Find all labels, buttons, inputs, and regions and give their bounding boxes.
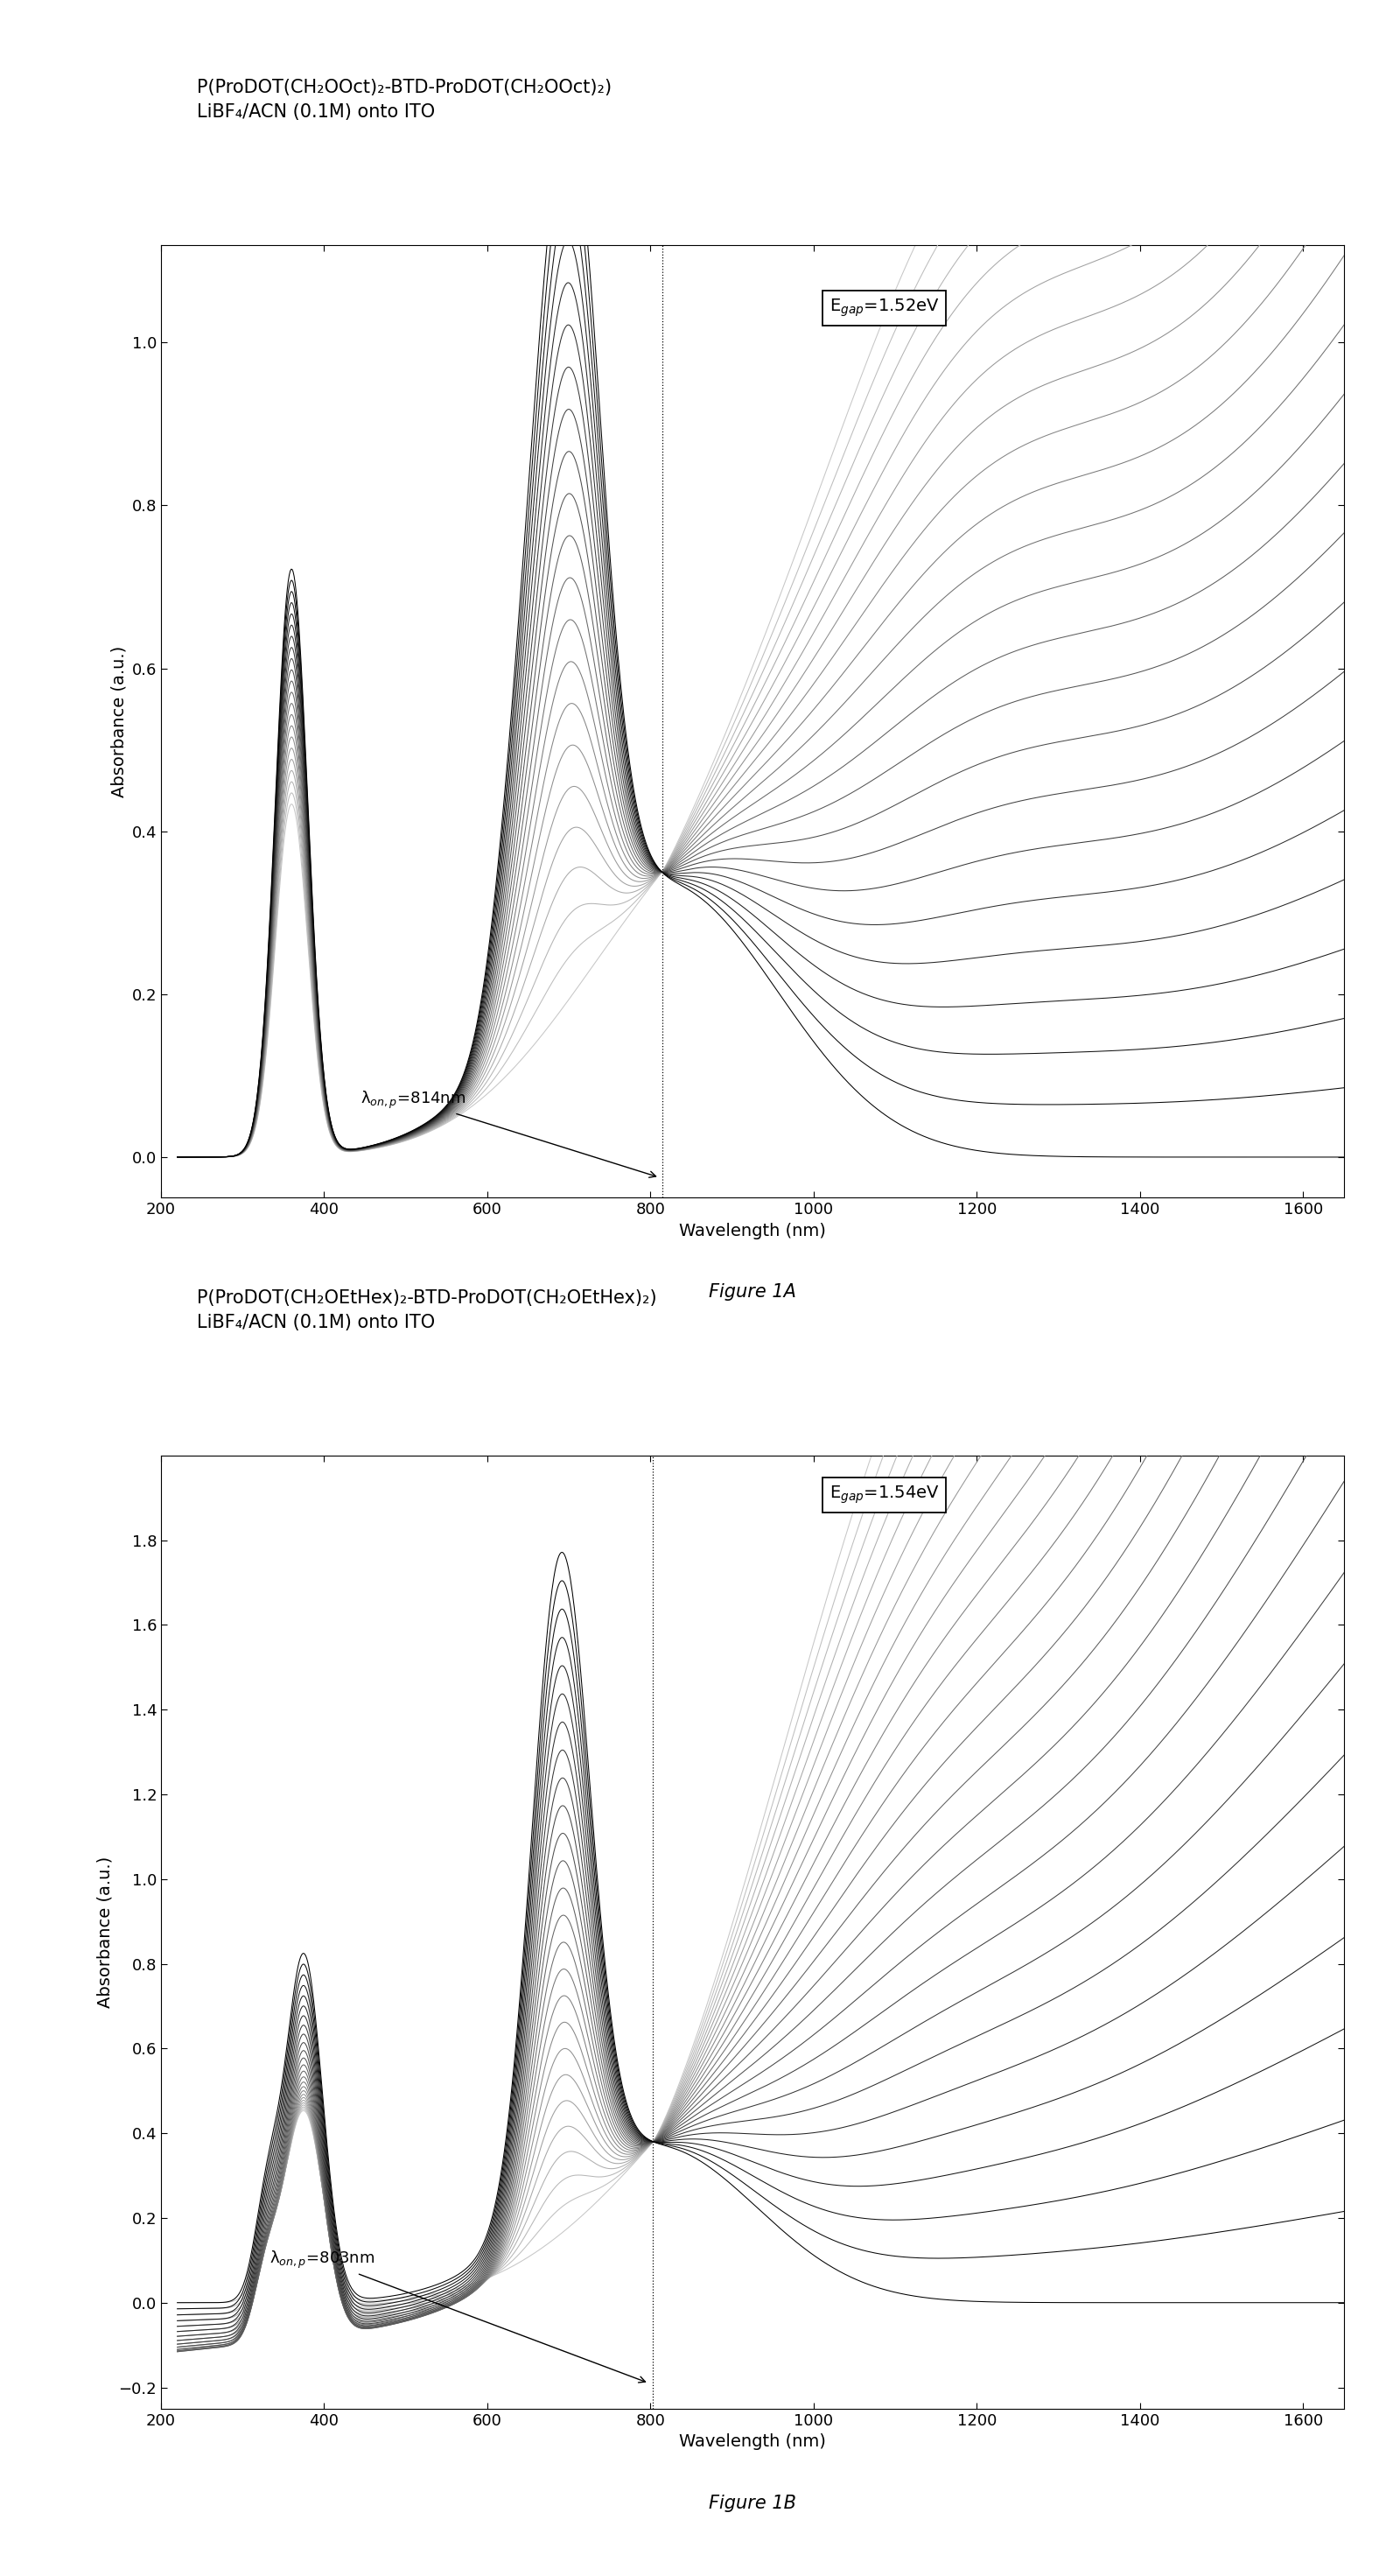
X-axis label: Wavelength (nm): Wavelength (nm) [679, 1224, 826, 1239]
Y-axis label: Absorbance (a.u.): Absorbance (a.u.) [97, 1857, 113, 2007]
Text: λ$_{on,p}$=814nm: λ$_{on,p}$=814nm [360, 1090, 655, 1177]
Text: Figure 1A: Figure 1A [708, 1283, 797, 1301]
Text: P(ProDOT(CH₂OOct)₂-BTD-ProDOT(CH₂OOct)₂)
LiBF₄/ACN (0.1M) onto ITO: P(ProDOT(CH₂OOct)₂-BTD-ProDOT(CH₂OOct)₂)… [196, 80, 612, 121]
Y-axis label: Absorbance (a.u.): Absorbance (a.u.) [111, 647, 127, 796]
X-axis label: Wavelength (nm): Wavelength (nm) [679, 2434, 826, 2450]
Text: E$_{gap}$=1.54eV: E$_{gap}$=1.54eV [829, 1484, 939, 1504]
Text: Figure 1B: Figure 1B [708, 2494, 797, 2512]
Text: E$_{gap}$=1.52eV: E$_{gap}$=1.52eV [829, 296, 939, 319]
Text: λ$_{on,p}$=803nm: λ$_{on,p}$=803nm [270, 2249, 645, 2383]
Text: P(ProDOT(CH₂OEtHex)₂-BTD-ProDOT(CH₂OEtHex)₂)
LiBF₄/ACN (0.1M) onto ITO: P(ProDOT(CH₂OEtHex)₂-BTD-ProDOT(CH₂OEtHe… [196, 1291, 657, 1332]
